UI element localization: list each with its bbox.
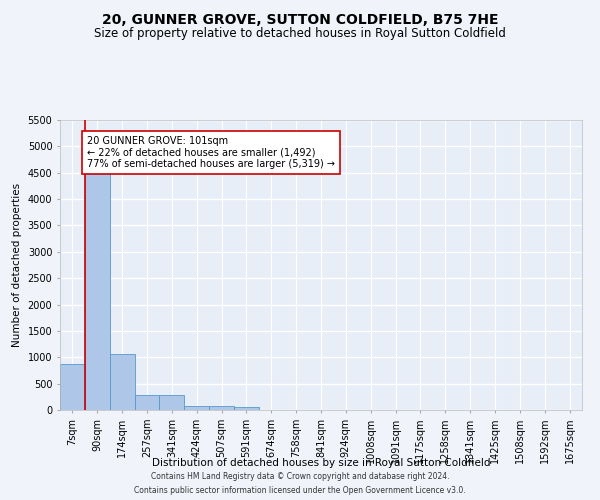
Bar [209,406,234,410]
Text: 20, GUNNER GROVE, SUTTON COLDFIELD, B75 7HE: 20, GUNNER GROVE, SUTTON COLDFIELD, B75 … [102,12,498,26]
Bar [110,354,134,410]
Y-axis label: Number of detached properties: Number of detached properties [12,183,22,347]
Bar [60,364,85,410]
Text: Contains public sector information licensed under the Open Government Licence v3: Contains public sector information licen… [134,486,466,495]
Bar [184,406,209,410]
Bar [134,394,160,410]
Bar [85,168,110,410]
Text: Contains HM Land Registry data © Crown copyright and database right 2024.: Contains HM Land Registry data © Crown c… [151,472,449,481]
Bar [160,394,184,410]
Bar [234,407,259,410]
Text: 20 GUNNER GROVE: 101sqm
← 22% of detached houses are smaller (1,492)
77% of semi: 20 GUNNER GROVE: 101sqm ← 22% of detache… [88,136,335,169]
Text: Distribution of detached houses by size in Royal Sutton Coldfield: Distribution of detached houses by size … [152,458,490,468]
Text: Size of property relative to detached houses in Royal Sutton Coldfield: Size of property relative to detached ho… [94,28,506,40]
